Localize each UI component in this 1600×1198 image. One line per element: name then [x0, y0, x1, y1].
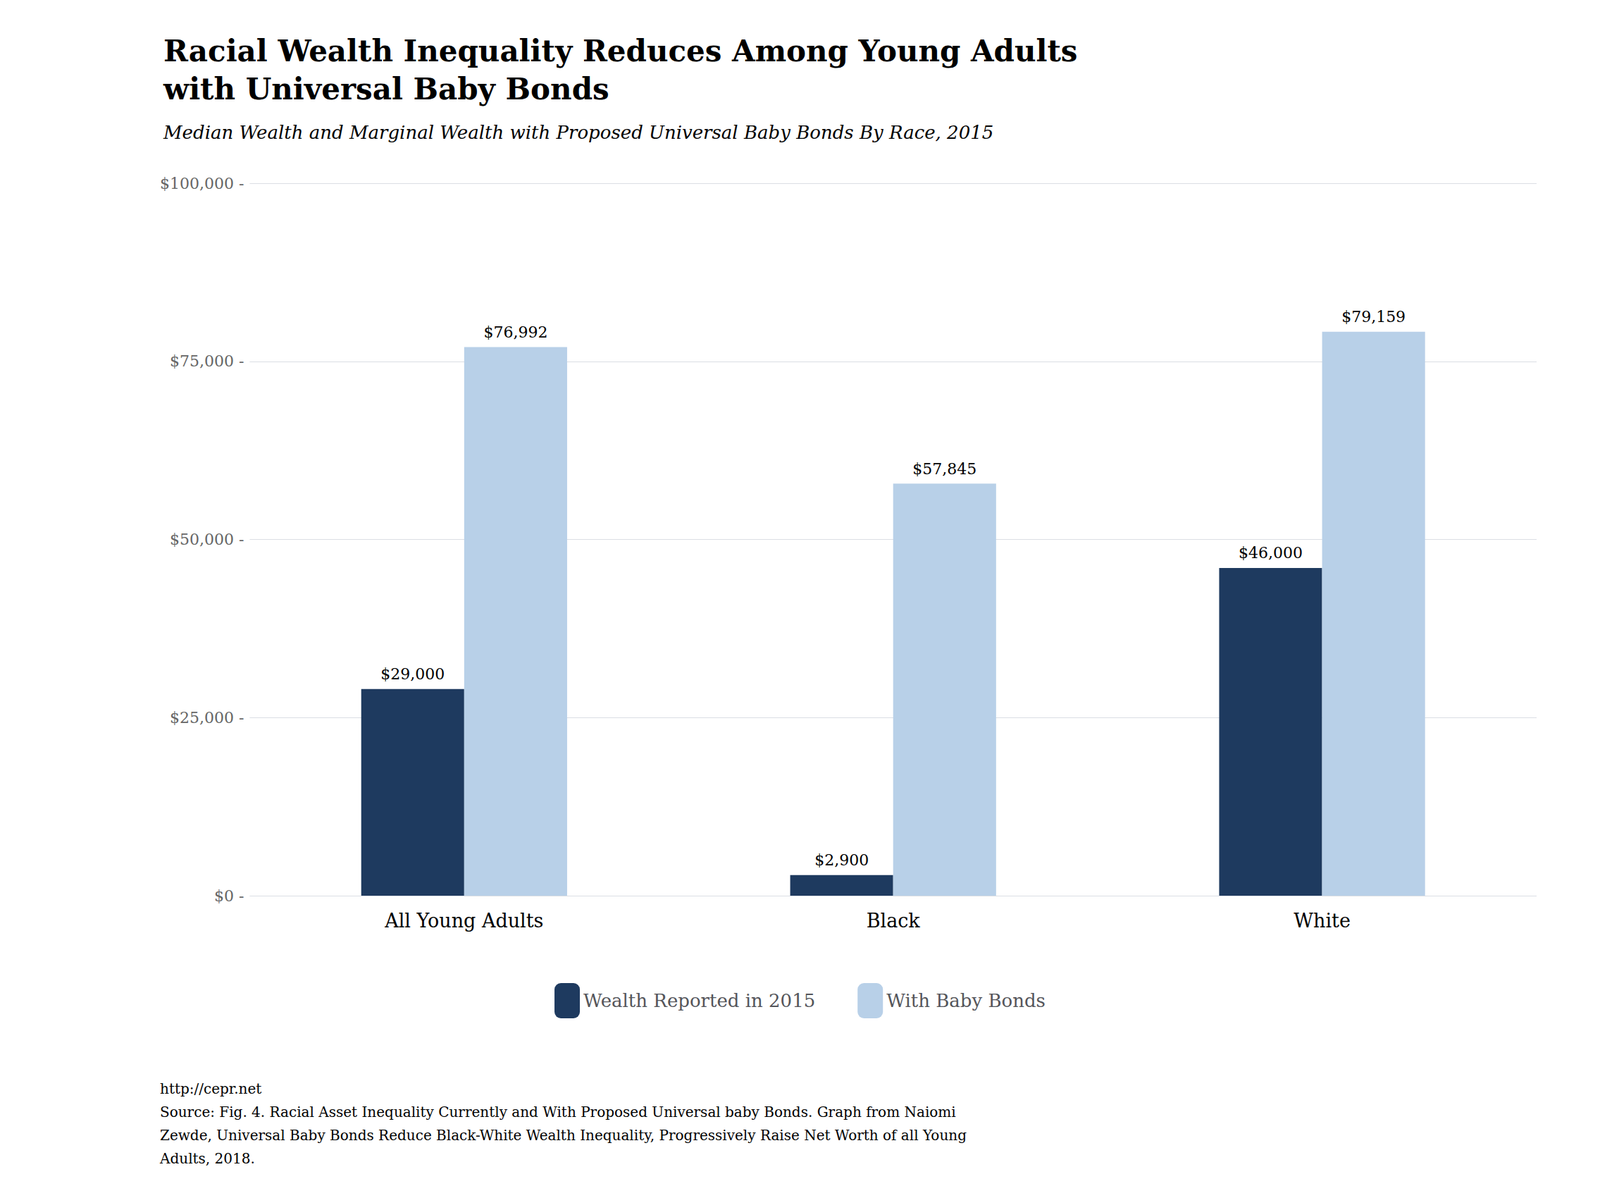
svg-text:$57,845: $57,845 [912, 460, 977, 478]
svg-text:$75,000 -: $75,000 - [169, 352, 244, 370]
svg-text:With Baby Bonds: With Baby Bonds [886, 989, 1046, 1012]
svg-text:$46,000: $46,000 [1238, 543, 1303, 562]
svg-text:Racial Wealth Inequality Reduc: Racial Wealth Inequality Reduces Among Y… [163, 33, 1078, 69]
svg-text:Black: Black [866, 909, 921, 932]
svg-text:All Young Adults: All Young Adults [383, 909, 544, 932]
svg-text:$2,900: $2,900 [814, 851, 869, 869]
svg-text:Median Wealth and Marginal Wea: Median Wealth and Marginal Wealth with P… [162, 121, 994, 144]
svg-text:$50,000 -: $50,000 - [169, 530, 244, 549]
svg-text:$0 -: $0 - [214, 887, 244, 905]
svg-text:Wealth Reported in 2015: Wealth Reported in 2015 [583, 989, 816, 1012]
svg-text:with Universal Baby Bonds: with Universal Baby Bonds [162, 71, 610, 107]
svg-text:$29,000: $29,000 [380, 665, 445, 683]
svg-text:http://cepr.net: http://cepr.net [159, 1080, 262, 1097]
svg-text:$79,159: $79,159 [1341, 307, 1406, 326]
svg-text:$76,992: $76,992 [483, 323, 548, 341]
svg-text:Adults, 2018.: Adults, 2018. [159, 1149, 256, 1167]
svg-text:White: White [1293, 909, 1351, 932]
svg-text:Source: Fig. 4. Racial Asset I: Source: Fig. 4. Racial Asset Inequality … [159, 1103, 957, 1121]
svg-text:$25,000 -: $25,000 - [169, 708, 244, 727]
svg-text:$100,000 -: $100,000 - [159, 174, 244, 193]
svg-text:Zewde, Universal Baby Bonds Re: Zewde, Universal Baby Bonds Reduce Black… [159, 1126, 967, 1144]
